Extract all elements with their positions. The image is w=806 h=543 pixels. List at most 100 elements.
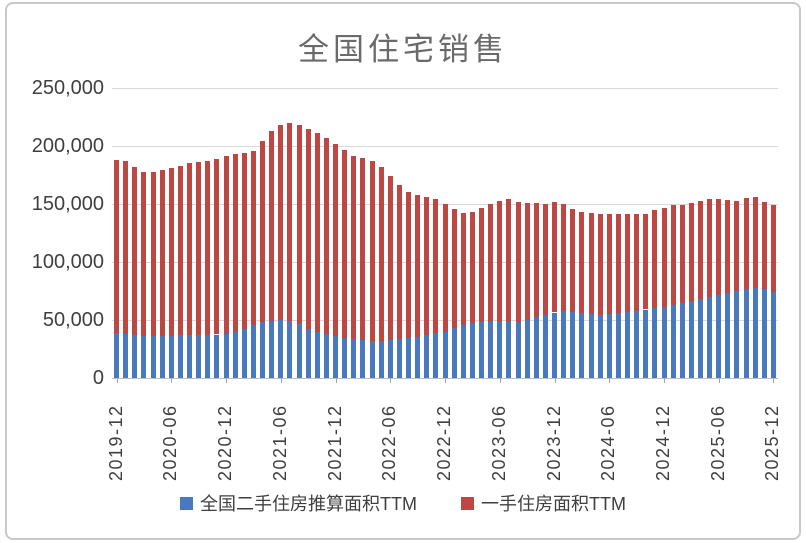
bar-segment-newhome	[570, 208, 576, 312]
bar-segment-secondhand	[187, 335, 192, 378]
bar-segment-newhome	[177, 165, 183, 336]
bar-segment-newhome	[488, 204, 494, 322]
bar-segment-secondhand	[688, 301, 694, 378]
bar-segment-newhome	[260, 140, 265, 323]
bar-segment-secondhand	[524, 320, 530, 378]
bar-segment-secondhand	[515, 321, 521, 378]
bar-segment-newhome	[606, 214, 612, 315]
bar-segment-newhome	[187, 163, 192, 336]
bar-segment-newhome	[661, 207, 667, 307]
bar-segment-newhome	[214, 158, 220, 335]
y-axis-tick-label: 250,000	[31, 77, 104, 99]
bar-segment-secondhand	[378, 340, 384, 378]
bar-segment-newhome	[123, 160, 129, 334]
bar-segment-secondhand	[479, 322, 484, 378]
bar-segment-secondhand	[488, 321, 494, 378]
bar-segment-secondhand	[141, 335, 147, 378]
x-axis-tick-label: 2022-06	[379, 404, 400, 481]
chart-title: 全国住宅销售	[298, 32, 508, 68]
bar-segment-newhome	[287, 123, 293, 322]
bar-segment-secondhand	[406, 338, 411, 378]
bar-segment-newhome	[524, 202, 530, 320]
bar-segment-secondhand	[643, 309, 649, 378]
bar-segment-secondhand	[761, 289, 767, 378]
bar-segment-secondhand	[725, 292, 731, 378]
x-axis-tick	[554, 378, 556, 383]
bar-segment-secondhand	[743, 289, 749, 378]
bar-segment-newhome	[159, 169, 165, 337]
bar-segment-newhome	[205, 160, 211, 336]
bar-segment-newhome	[497, 200, 503, 323]
bar-segment-newhome	[278, 125, 284, 320]
x-axis-tick	[609, 378, 611, 383]
bar-segment-newhome	[625, 213, 630, 312]
bar-segment-newhome	[552, 202, 557, 313]
bar-segment-secondhand	[296, 324, 302, 378]
y-axis-tick-label: 200,000	[31, 135, 104, 157]
bar-segment-secondhand	[159, 336, 165, 378]
bar-segment-secondhand	[168, 335, 174, 378]
bar-segment-newhome	[451, 208, 457, 329]
bar-segment-newhome	[643, 214, 649, 310]
bar-segment-secondhand	[716, 295, 722, 378]
y-axis-tick-label: 150,000	[31, 193, 104, 215]
bar-segment-secondhand	[625, 311, 630, 378]
bar-segment-newhome	[469, 211, 475, 323]
bar-segment-secondhand	[615, 313, 621, 378]
bar-segment-newhome	[442, 204, 448, 332]
bar-segment-newhome	[396, 185, 402, 340]
bar-segment-newhome	[269, 130, 275, 321]
bar-segment-newhome	[305, 128, 311, 330]
x-axis-tick-label: 2023-12	[543, 404, 564, 481]
bar-segment-secondhand	[387, 340, 393, 378]
bar-segment-secondhand	[652, 307, 658, 378]
bar-segment-secondhand	[342, 338, 348, 378]
bar-segment-secondhand	[250, 325, 256, 378]
bar-segment-secondhand	[150, 336, 156, 378]
plot-area	[112, 88, 778, 379]
bar-segment-newhome	[406, 192, 411, 338]
legend: 全国二手住房推算面积TTM 一手住房面积TTM	[0, 490, 806, 516]
bar-segment-newhome	[150, 172, 156, 337]
bar-segment-secondhand	[415, 336, 421, 378]
bar-segment-newhome	[241, 153, 247, 329]
bar-segment-secondhand	[506, 322, 512, 378]
legend-label-secondhand: 全国二手住房推算面积TTM	[200, 494, 417, 514]
bar-segment-secondhand	[123, 333, 129, 378]
bar-segment-secondhand	[552, 312, 557, 378]
bar-segment-secondhand	[606, 314, 612, 378]
bar-segment-secondhand	[570, 311, 576, 378]
bar-segment-newhome	[196, 161, 202, 336]
bar-segment-secondhand	[177, 335, 183, 378]
bar-segment-newhome	[323, 137, 329, 334]
bar-segment-secondhand	[497, 322, 503, 378]
bar-segment-newhome	[761, 201, 767, 290]
bar-segment-newhome	[424, 197, 430, 335]
bar-segment-secondhand	[305, 329, 311, 378]
x-axis-tick	[499, 378, 501, 383]
x-axis-tick-label: 2025-12	[762, 404, 783, 481]
bar-segment-secondhand	[442, 331, 448, 378]
bar-segment-secondhand	[396, 339, 402, 378]
x-axis-tick	[718, 378, 720, 383]
bar-segment-newhome	[250, 150, 256, 326]
bar-segment-newhome	[561, 204, 567, 312]
bar-segment-secondhand	[269, 320, 275, 378]
bar-segment-secondhand	[451, 328, 457, 378]
chart-card	[5, 2, 801, 540]
bar-segment-newhome	[342, 150, 348, 338]
bar-segment-newhome	[752, 197, 758, 289]
bar-segment-newhome	[688, 202, 694, 302]
bar-segment-newhome	[369, 160, 375, 341]
bar-segment-newhome	[579, 211, 585, 313]
bar-segment-newhome	[533, 203, 539, 318]
bar-segment-newhome	[378, 166, 384, 341]
x-axis-tick	[226, 378, 227, 383]
bar-segment-newhome	[707, 199, 713, 297]
x-axis-tick-label: 2021-12	[324, 404, 345, 481]
bar-segment-secondhand	[588, 314, 594, 378]
bar-segment-newhome	[734, 200, 740, 291]
x-axis-tick-label: 2022-12	[434, 404, 454, 481]
bar-segment-secondhand	[314, 331, 320, 378]
bar-segment-secondhand	[707, 296, 713, 378]
